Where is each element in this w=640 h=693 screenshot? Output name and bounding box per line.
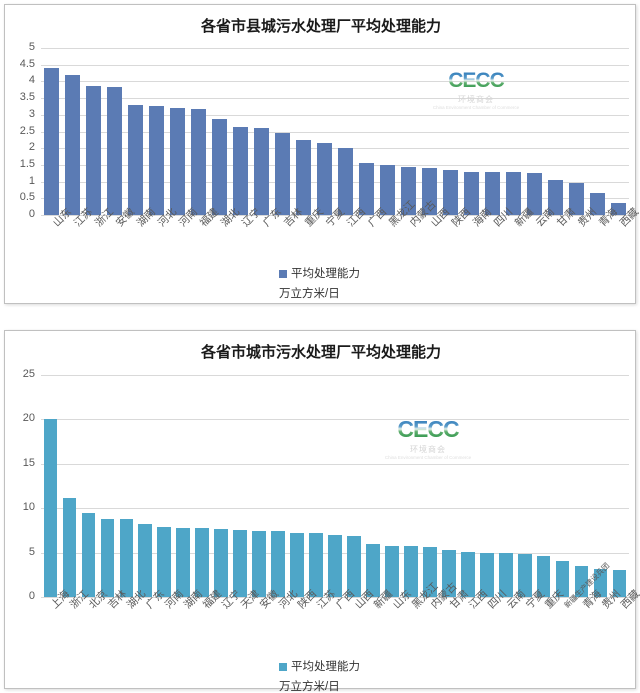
svg-text:CECC: CECC [448,69,504,92]
svg-text:CECC: CECC [397,418,459,442]
